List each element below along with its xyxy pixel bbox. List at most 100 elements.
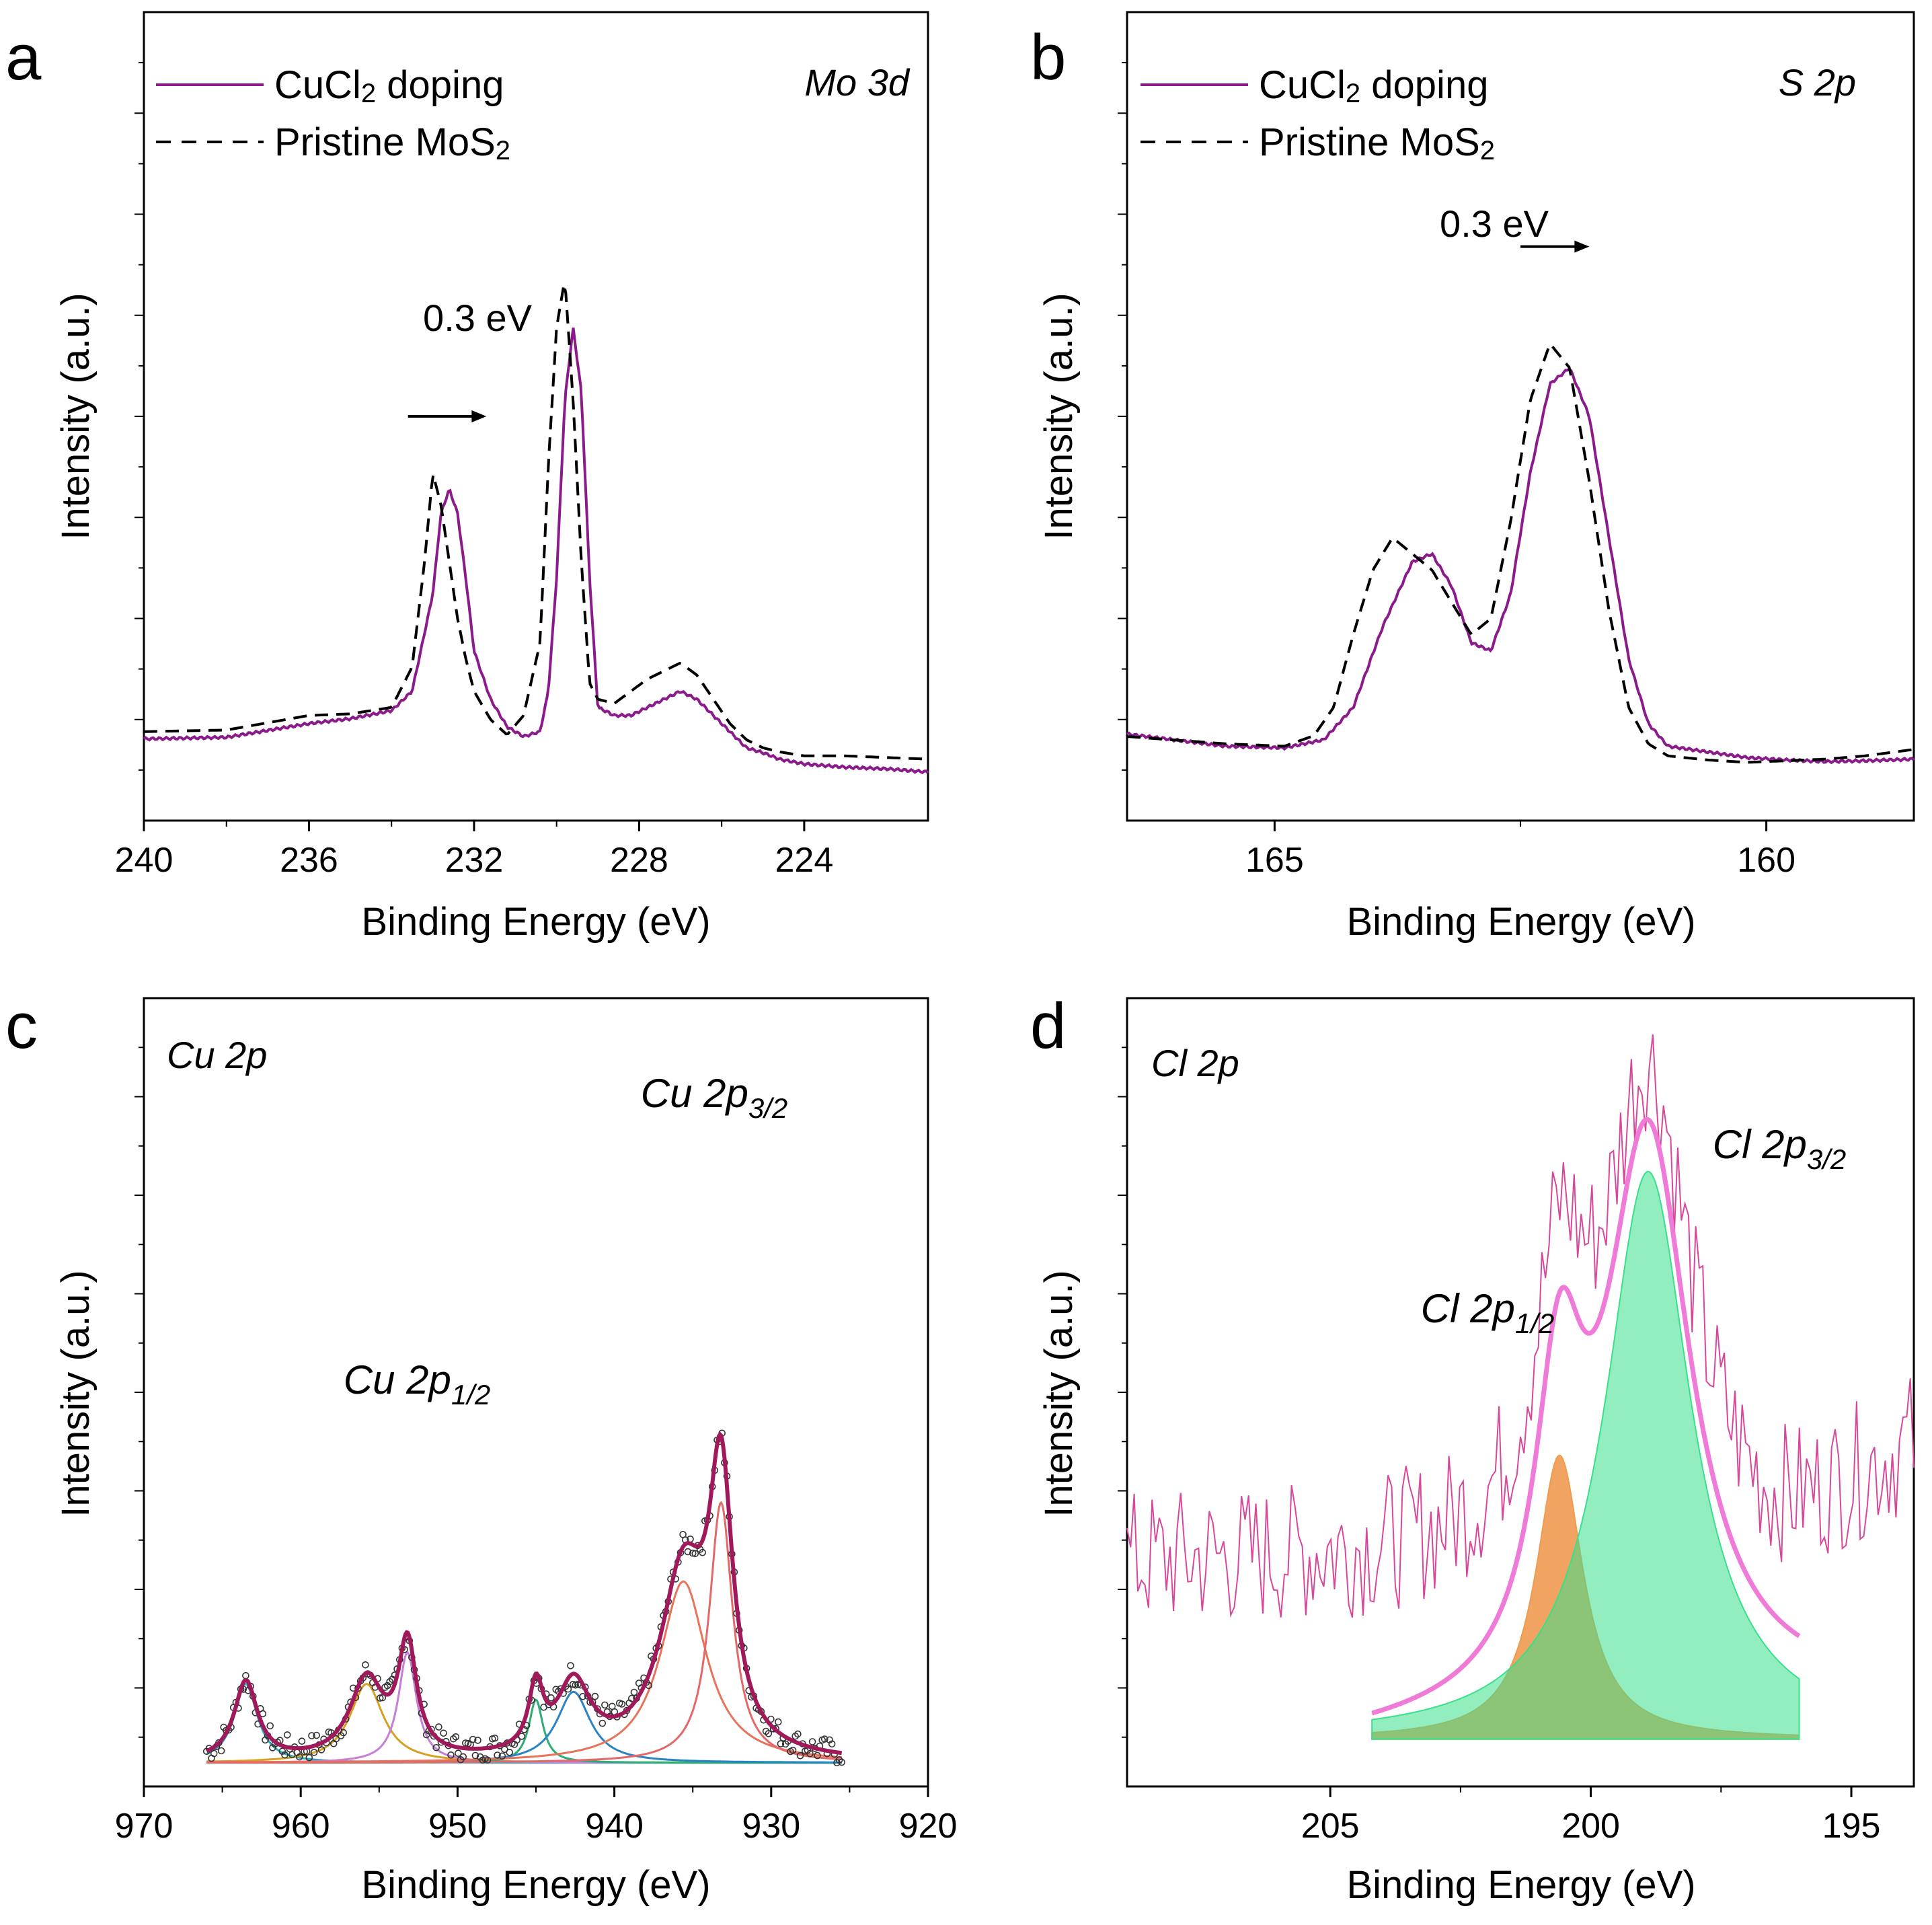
data-point: [215, 1739, 223, 1747]
shift-arrow-b: [1520, 240, 1590, 253]
plot-frame-a: [143, 11, 929, 822]
x-axis-label-b: Binding Energy (eV): [1346, 900, 1695, 944]
x-tick-label: 940: [585, 1807, 644, 1846]
data-point: [452, 1733, 460, 1741]
data-point: [627, 1694, 635, 1702]
data-point: [217, 1747, 225, 1755]
peak-label-cl2p32: Cl 2p3/2: [1713, 1122, 1846, 1175]
data-marks-a: [143, 283, 929, 775]
data-point: [242, 1672, 249, 1679]
data-point: [806, 1750, 814, 1758]
y-axis-label-b: Intensity (a.u.): [1037, 293, 1081, 539]
peak-label-cu2p32: Cu 2p3/2: [641, 1071, 788, 1124]
legend-b: CuCl2 doping Pristine MoS2: [1141, 63, 1495, 165]
legend-entry-doping-a: CuCl2 doping: [274, 63, 504, 108]
data-point: [474, 1737, 481, 1744]
envelope-fit: [206, 1431, 843, 1756]
data-point: [794, 1730, 802, 1738]
region-title-b: S 2p: [1779, 61, 1856, 104]
panel-label-d: d: [1030, 990, 1066, 1062]
data-point: [808, 1738, 816, 1745]
peak-label-cu2p12: Cu 2p1/2: [344, 1357, 491, 1410]
legend-entry-doping-b: CuCl2 doping: [1259, 63, 1488, 108]
data-point: [491, 1734, 499, 1742]
panel-label-a: a: [5, 22, 42, 93]
data-point: [278, 1747, 286, 1755]
legend-a: CuCl2 doping Pristine MoS2: [156, 63, 510, 165]
data-point: [789, 1746, 797, 1754]
data-point: [835, 1756, 843, 1764]
data-point: [461, 1739, 469, 1747]
panel-d: d 205 200 195 Cl 2p Binding Energy (eV) In…: [1030, 990, 1915, 1907]
x-tick-label: 236: [280, 841, 338, 880]
axis-ticks-a: 240 236 232 228 224: [115, 62, 833, 880]
data-point: [579, 1693, 587, 1700]
data-point: [308, 1732, 315, 1739]
axis-ticks-d: 205 200 195: [1118, 1047, 1880, 1846]
y-axis-label-c: Intensity (a.u.): [54, 1270, 98, 1517]
shift-annotation-a: 0.3 eV: [423, 297, 533, 339]
x-axis-label-c: Binding Energy (eV): [361, 1863, 710, 1907]
data-point: [518, 1733, 526, 1740]
data-point: [362, 1661, 369, 1669]
shift-arrow-a: [408, 410, 487, 422]
x-tick-label: 228: [610, 841, 668, 880]
panel-b: b 165 160 S 2p Binding Energy (eV) Intens…: [1030, 11, 1915, 944]
x-tick-label: 160: [1737, 841, 1795, 880]
data-point: [281, 1751, 288, 1759]
x-tick-label: 195: [1822, 1807, 1881, 1846]
x-tick-label: 920: [899, 1807, 958, 1846]
component-peak: [206, 1501, 842, 1764]
data-point: [317, 1746, 325, 1753]
x-tick-label: 930: [742, 1807, 800, 1846]
data-point: [498, 1752, 506, 1760]
data-marks-b: [1126, 342, 1915, 765]
peak-label-cl2p12: Cl 2p1/2: [1421, 1286, 1554, 1339]
series-line-pristine-mos2: [143, 283, 929, 761]
axis-ticks-c: 970 960 950 940 930 920: [115, 1047, 958, 1846]
data-point: [310, 1749, 318, 1756]
data-point: [699, 1548, 706, 1556]
x-axis-label-a: Binding Energy (eV): [361, 900, 710, 944]
data-point: [210, 1749, 218, 1758]
x-tick-label: 970: [115, 1807, 173, 1846]
axis-ticks-b: 165 160: [1118, 62, 1795, 880]
data-point: [838, 1758, 845, 1766]
data-point: [618, 1700, 626, 1708]
data-point: [469, 1735, 477, 1743]
data-point: [435, 1723, 442, 1731]
data-point: [440, 1729, 447, 1737]
data-point: [283, 1731, 291, 1739]
data-point: [494, 1751, 501, 1759]
data-point: [295, 1753, 303, 1761]
arrow-head: [471, 410, 487, 422]
region-title-a: Mo 3d: [804, 61, 910, 104]
data-marks-d: [1126, 1034, 1915, 1740]
data-point: [422, 1731, 430, 1739]
panel-a: a 240 236 232 228 224 Mo 3d Binding Energy (…: [5, 11, 929, 944]
data-point: [298, 1737, 306, 1745]
region-title-c: Cu 2p: [167, 1034, 267, 1076]
panel-c: c 970 960 950 940 930 920 Cu 2p Binding Energ…: [5, 990, 957, 1907]
data-point: [305, 1753, 313, 1762]
data-point: [630, 1688, 638, 1696]
data-point: [459, 1753, 467, 1761]
data-point: [684, 1548, 692, 1556]
x-tick-label: 240: [115, 841, 173, 880]
y-axis-label-d: Intensity (a.u.): [1037, 1270, 1081, 1517]
series-line-cucl2-doping: [143, 328, 929, 775]
data-point: [447, 1751, 455, 1759]
data-point: [455, 1749, 462, 1757]
data-point: [564, 1685, 572, 1693]
data-point: [376, 1694, 384, 1702]
x-tick-label: 205: [1301, 1807, 1360, 1846]
panel-label-c: c: [5, 990, 38, 1062]
data-point: [591, 1692, 599, 1700]
data-point: [828, 1740, 836, 1748]
envelope-fit: [1371, 1117, 1801, 1716]
data-point: [691, 1550, 699, 1558]
x-tick-label: 950: [428, 1807, 487, 1846]
region-title-d: Cl 2p: [1151, 1042, 1239, 1084]
data-point: [689, 1549, 697, 1557]
